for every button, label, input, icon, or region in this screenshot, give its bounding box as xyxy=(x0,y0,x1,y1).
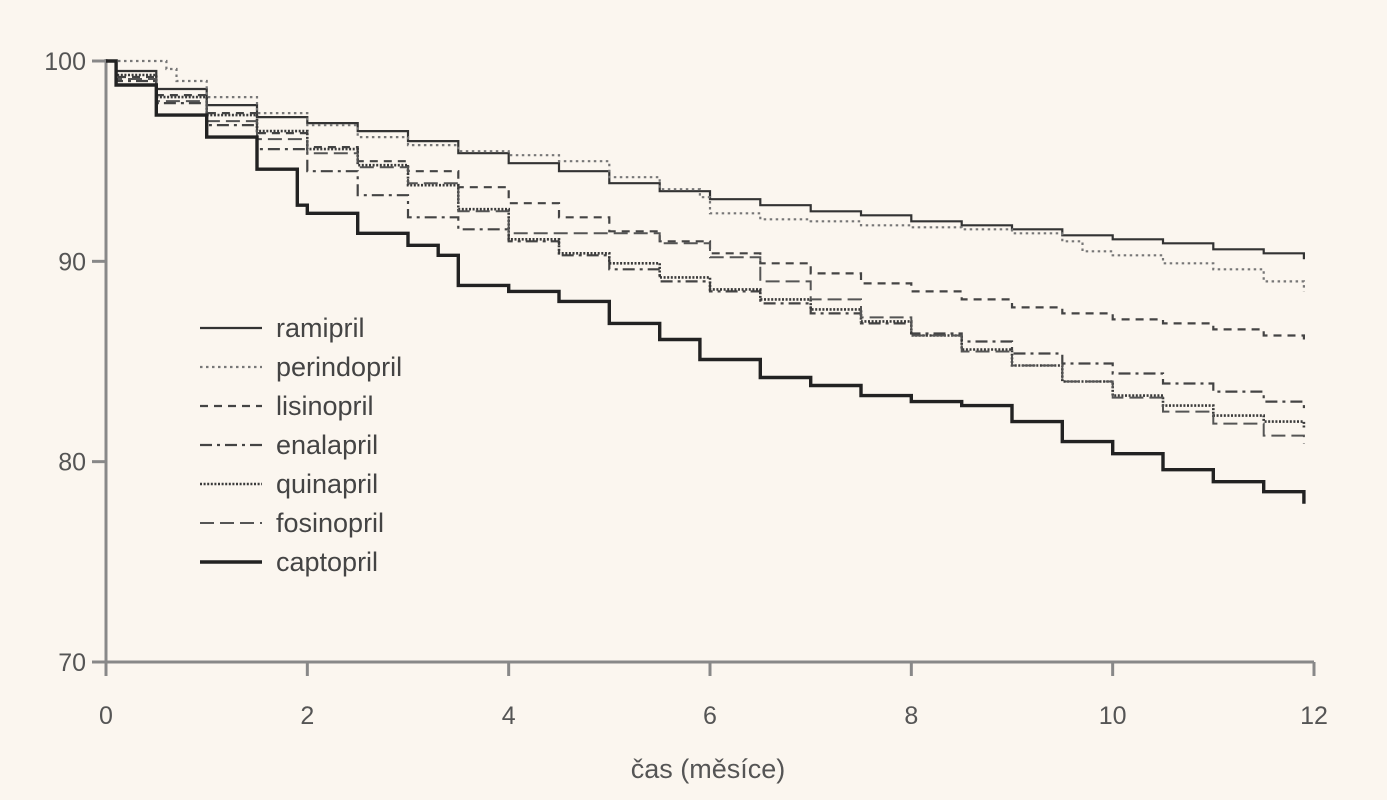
x-tick-label: 0 xyxy=(99,702,113,730)
axes: 70 80 90 100 0 2 4 6 8 10 12 xyxy=(44,48,1328,730)
x-tick-label: 4 xyxy=(502,702,516,730)
x-tick-label: 10 xyxy=(1099,702,1127,730)
x-tick-label: 12 xyxy=(1300,702,1328,730)
series-line-captopril xyxy=(106,59,1306,504)
x-axis-title: čas (měsíce) xyxy=(631,754,786,784)
series-line-ramipril xyxy=(106,59,1305,260)
legend-label-quinapril: quinapril xyxy=(276,469,378,499)
y-tick-label: 90 xyxy=(58,248,86,276)
legend: ramipril perindopril lisinopril enalapril qu… xyxy=(200,313,402,577)
legend-label-perindopril: perindopril xyxy=(276,352,402,382)
x-tick-label: 6 xyxy=(703,702,717,730)
legend-label-captopril: captopril xyxy=(276,547,378,577)
series-line-quinapril xyxy=(106,59,1306,428)
series-line-perindopril xyxy=(106,59,1305,292)
y-tick-label: 70 xyxy=(58,649,86,677)
y-tick-label: 80 xyxy=(58,449,86,477)
series-line-lisinopril xyxy=(106,59,1305,340)
y-tick-label: 100 xyxy=(44,48,86,76)
series-layer xyxy=(106,59,1306,504)
x-tick-label: 8 xyxy=(904,702,918,730)
legend-label-fosinopril: fosinopril xyxy=(276,508,384,538)
x-tick-label: 2 xyxy=(300,702,314,730)
legend-label-enalapril: enalapril xyxy=(276,430,378,460)
legend-label-lisinopril: lisinopril xyxy=(276,391,374,421)
series-line-fosinopril xyxy=(106,60,1305,444)
series-line-enalapril xyxy=(106,59,1305,410)
legend-label-ramipril: ramipril xyxy=(276,313,365,343)
